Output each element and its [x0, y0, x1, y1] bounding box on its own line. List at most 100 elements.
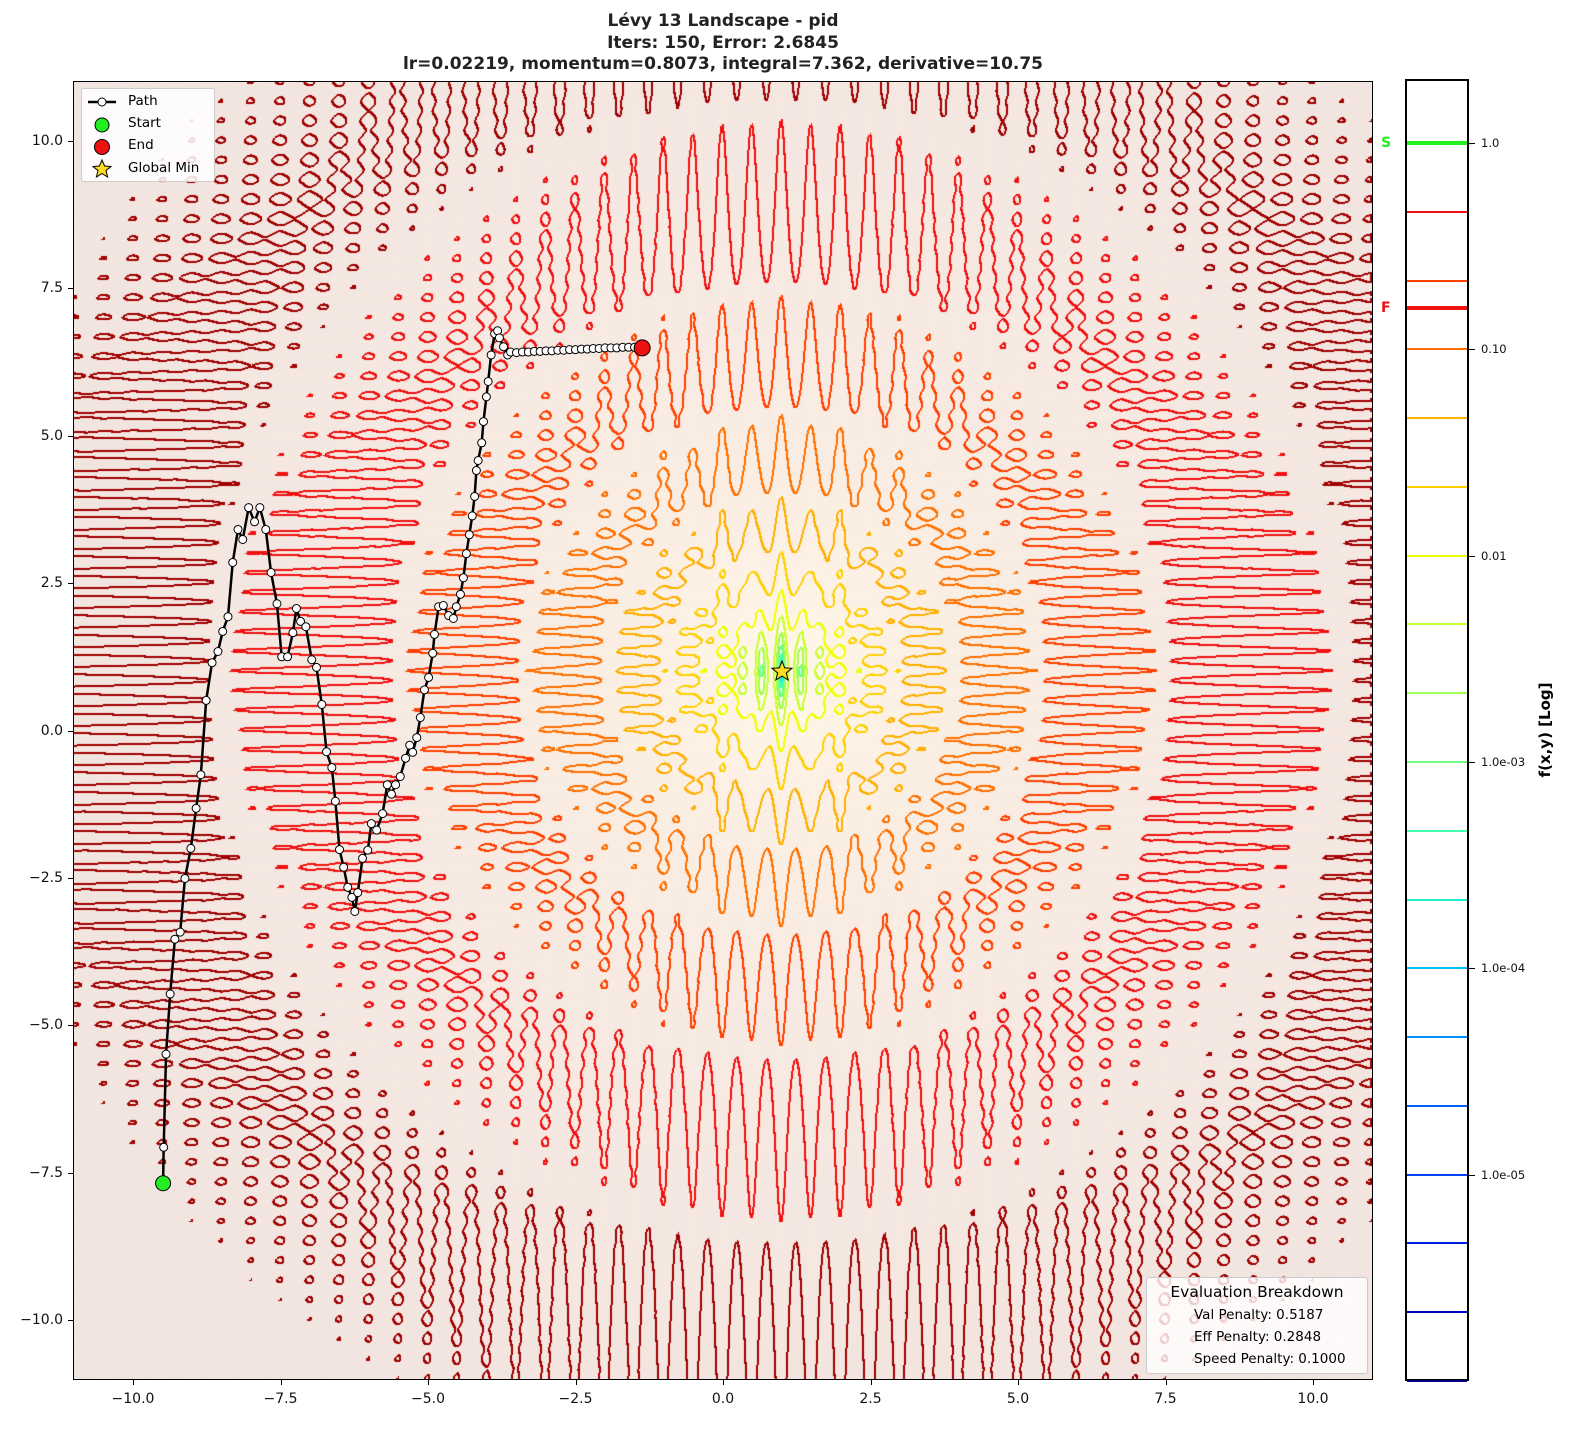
path-point: [494, 333, 504, 343]
path-point: [288, 628, 298, 638]
x-tick-mark: [1018, 1380, 1019, 1385]
colorbar-marker-line: [1407, 140, 1467, 145]
path-point: [330, 796, 340, 806]
path-point: [180, 873, 190, 883]
x-tick-mark: [133, 1380, 134, 1385]
y-tick-label: −2.5: [29, 869, 63, 886]
x-tick-mark: [1165, 1380, 1167, 1385]
colorbar-marker-f: F: [1381, 300, 1391, 317]
y-tick-mark: [68, 140, 73, 142]
path-point: [343, 882, 353, 892]
path-point: [238, 534, 248, 544]
path-point: [424, 672, 434, 682]
colorbar-level-line: [1407, 1380, 1467, 1382]
path-point: [335, 845, 344, 855]
evaluation-title: Evaluation Breakdown: [1170, 1283, 1344, 1301]
path-point: [458, 573, 468, 583]
path-point: [291, 603, 301, 613]
path-point: [473, 455, 483, 465]
path-point: [347, 892, 357, 902]
x-tick-label: 5.0: [1006, 1391, 1030, 1407]
y-tick-mark: [68, 877, 73, 879]
legend-star-icon: [91, 158, 113, 179]
legend-end-label: End: [128, 137, 154, 153]
y-tick-mark: [68, 1320, 73, 1322]
y-tick-mark: [68, 288, 73, 290]
y-tick-label: −5.0: [29, 1017, 63, 1034]
val-penalty: Val Penalty: 0.5187: [1194, 1307, 1324, 1323]
y-tick-label: −7.5: [29, 1164, 63, 1181]
path-point: [401, 753, 411, 763]
y-tick-mark: [68, 1172, 73, 1174]
path-point: [175, 927, 185, 937]
path-point: [327, 763, 337, 773]
colorbar-level-line: [1407, 1311, 1467, 1314]
path-overlay: [155, 326, 794, 1192]
chart-subtitle-params: lr=0.02219, momentum=0.8073, integral=7.…: [402, 54, 1044, 74]
path-point: [477, 438, 487, 448]
colorbar-tick-mark: [1469, 761, 1475, 763]
path-point: [233, 524, 243, 534]
y-tick-label: −10.0: [20, 1312, 63, 1329]
path-point: [170, 934, 180, 944]
path-point: [228, 557, 238, 567]
path-point: [467, 511, 477, 521]
colorbar-level-line: [1407, 898, 1467, 901]
path-point: [464, 530, 474, 540]
colorbar-level-line: [1407, 1242, 1467, 1245]
plot-area: [73, 81, 1373, 1380]
x-tick-label: 7.5: [1154, 1391, 1177, 1407]
y-tick-label: 0.0: [40, 722, 63, 739]
path-point: [391, 780, 401, 790]
colorbar-level-line: [1407, 623, 1467, 626]
path-point: [301, 622, 311, 632]
path-point: [478, 417, 488, 427]
eff-penalty: Eff Penalty: 0.2848: [1194, 1329, 1322, 1345]
path-point: [438, 601, 448, 611]
colorbar-level-line: [1407, 348, 1467, 351]
colorbar-level-line: [1407, 554, 1467, 557]
y-tick-label: 5.0: [40, 427, 63, 444]
colorbar-level-line: [1407, 485, 1467, 488]
colorbar-level-line: [1407, 829, 1467, 832]
x-tick-label: 10.0: [1297, 1391, 1329, 1407]
path-point: [382, 780, 392, 790]
path-point: [250, 517, 260, 527]
path-point: [408, 747, 418, 757]
path-point: [471, 466, 481, 476]
legend-start-label: Start: [128, 115, 161, 131]
x-tick-label: −7.5: [263, 1391, 298, 1407]
path-point: [363, 845, 373, 855]
y-tick-mark: [68, 583, 73, 585]
chart-subtitle-iters: Iters: 150, Error: 2.6845: [607, 33, 839, 53]
path-point: [244, 503, 254, 513]
colorbar-level-line: [1407, 417, 1467, 420]
x-tick-mark: [575, 1380, 577, 1385]
path-point: [429, 629, 439, 639]
path-point: [223, 612, 233, 622]
y-tick-label: 10.0: [31, 132, 63, 149]
colorbar-level-line: [1407, 967, 1467, 970]
path-point: [483, 376, 493, 386]
path-point: [201, 695, 211, 705]
path-point: [311, 662, 321, 672]
y-tick-mark: [68, 730, 73, 732]
path-point: [261, 524, 271, 534]
colorbar: [1405, 79, 1469, 1382]
path-point: [499, 342, 509, 352]
colorbar-marker-line: [1407, 306, 1467, 311]
path-point: [481, 392, 491, 402]
start-marker: [155, 1175, 172, 1192]
colorbar-tick-label: 0.10: [1481, 342, 1507, 357]
x-tick-mark: [870, 1380, 872, 1385]
contour-map: [74, 82, 1372, 1379]
colorbar-level-line: [1407, 1104, 1467, 1107]
path-point: [317, 700, 327, 710]
y-tick-label: 2.5: [40, 575, 63, 592]
legend: Path Start End Global Min: [81, 88, 215, 182]
path-point: [322, 747, 332, 757]
path-point: [165, 989, 175, 999]
evaluation-breakdown: Evaluation Breakdown Val Penalty: 0.5187…: [1146, 1277, 1368, 1374]
colorbar-tick-label: 1.0: [1481, 135, 1500, 150]
colorbar-tick-label: 1.0e-04: [1481, 961, 1526, 976]
